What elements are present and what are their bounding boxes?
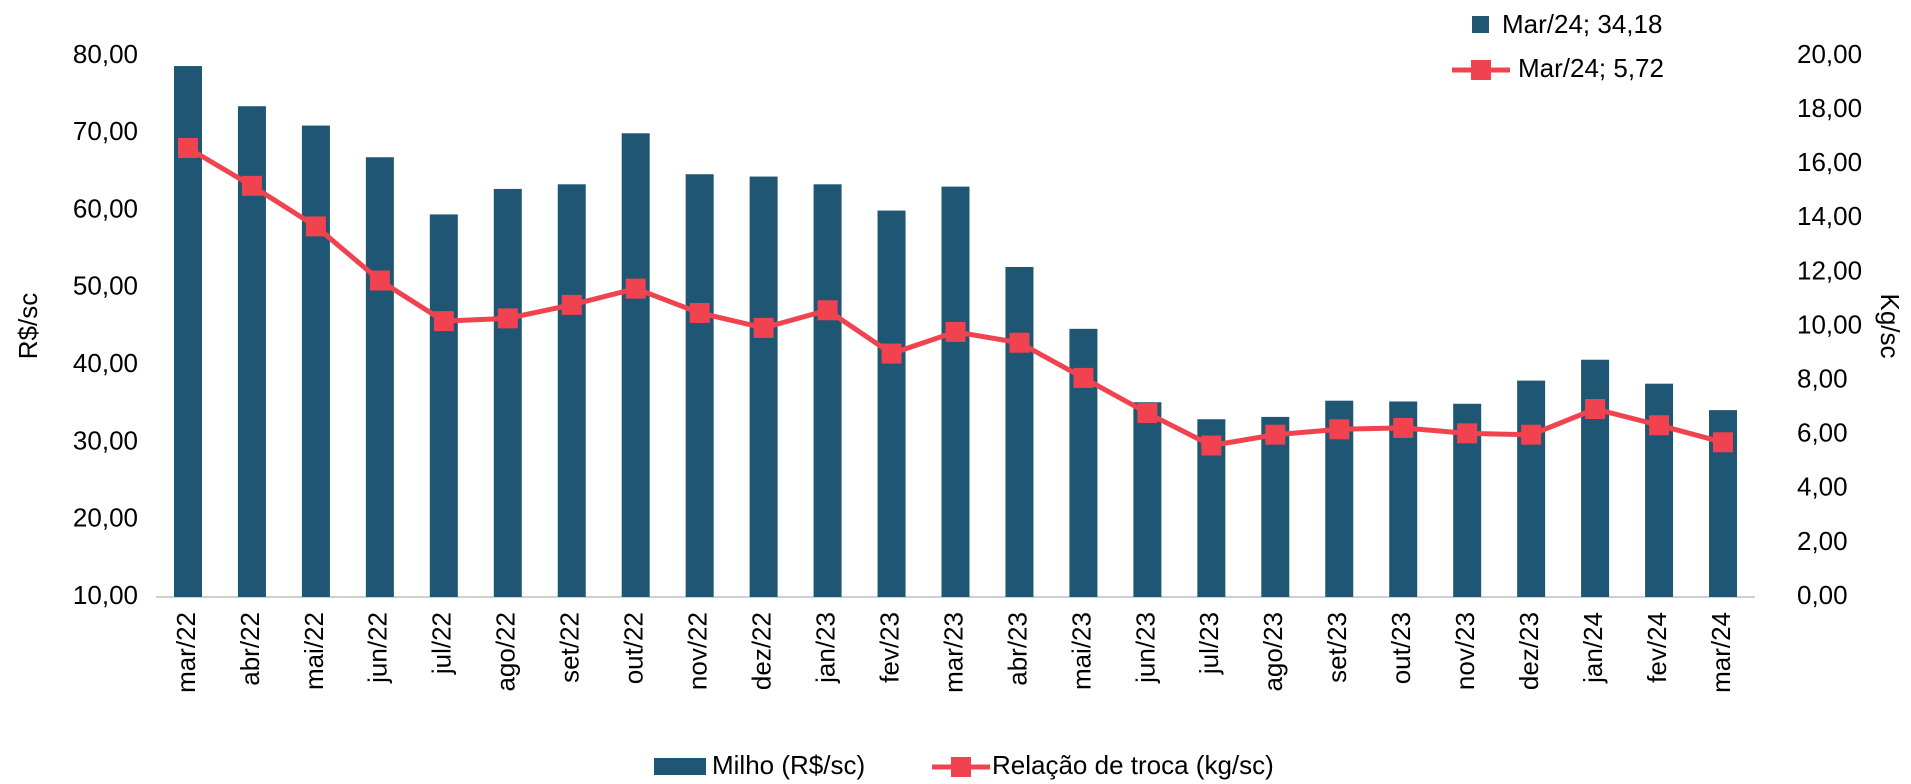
x-tick-label: ago/23 — [1258, 612, 1288, 692]
y-tick-label: 60,00 — [73, 193, 138, 223]
marker — [1649, 415, 1670, 436]
y2-tick-label: 12,00 — [1797, 255, 1862, 285]
marker — [1521, 424, 1542, 445]
x-tick-label: jul/23 — [1194, 612, 1224, 675]
annotation-swatch — [1471, 60, 1491, 80]
legend-swatch — [654, 758, 706, 775]
y-tick-label: 80,00 — [73, 39, 138, 69]
y2-tick-label: 4,00 — [1797, 472, 1848, 502]
legend-swatch — [951, 757, 971, 777]
bar — [557, 184, 586, 597]
marker — [1137, 403, 1158, 424]
bar — [1261, 416, 1290, 597]
x-tick-label: abr/23 — [1002, 612, 1032, 686]
marker — [305, 216, 326, 237]
marker — [817, 300, 838, 321]
bar — [877, 210, 906, 598]
x-tick-label: fev/23 — [874, 612, 904, 683]
x-tick-label: out/22 — [619, 612, 649, 684]
legend-label: Relação de troca (kg/sc) — [992, 750, 1274, 780]
annotation: Mar/24; 34,18 — [1502, 9, 1662, 39]
x-tick-label: jan/24 — [1578, 612, 1608, 684]
bar — [365, 157, 394, 597]
y2-tick-label: 10,00 — [1797, 309, 1862, 339]
bar — [1517, 380, 1546, 597]
marker — [1009, 332, 1030, 353]
annotation: Mar/24; 5,72 — [1518, 53, 1664, 83]
x-tick-label: nov/23 — [1450, 612, 1480, 690]
marker — [1393, 417, 1414, 438]
annotation-swatch — [1472, 16, 1489, 33]
marker — [1585, 399, 1606, 420]
x-tick-label: set/22 — [555, 612, 585, 683]
y-axis-title: R$/sc — [13, 293, 43, 359]
legend-label: Milho (R$/sc) — [712, 750, 865, 780]
x-tick-label: abr/22 — [235, 612, 265, 686]
bar — [813, 184, 842, 597]
marker — [689, 302, 710, 323]
x-tick-label: dez/22 — [746, 612, 776, 690]
x-tick-label: mar/23 — [938, 612, 968, 693]
y-tick-label: 40,00 — [73, 348, 138, 378]
y2-tick-label: 14,00 — [1797, 201, 1862, 231]
x-tick-label: fev/24 — [1642, 612, 1672, 683]
marker — [1329, 419, 1350, 440]
y2-tick-label: 6,00 — [1797, 418, 1848, 448]
y2-tick-label: 18,00 — [1797, 93, 1862, 123]
x-tick-label: jun/23 — [1130, 612, 1160, 684]
x-tick-label: mai/22 — [299, 612, 329, 690]
x-tick-label: dez/23 — [1514, 612, 1544, 690]
bar — [1005, 266, 1034, 597]
marker — [1073, 367, 1094, 388]
bar — [621, 133, 650, 598]
marker — [433, 311, 454, 332]
bar — [493, 188, 522, 597]
x-tick-label: mar/24 — [1706, 612, 1736, 693]
x-tick-label: jun/22 — [363, 612, 393, 684]
y-tick-label: 30,00 — [73, 425, 138, 455]
x-tick-label: jan/23 — [810, 612, 840, 684]
marker — [1201, 435, 1222, 456]
x-tick-label: set/23 — [1322, 612, 1352, 683]
bar — [301, 125, 330, 598]
bar — [429, 214, 458, 597]
bar — [941, 186, 970, 597]
bar — [1133, 402, 1162, 597]
x-tick-label: jul/22 — [427, 612, 457, 675]
y2-axis-title: Kg/sc — [1875, 293, 1905, 358]
y-tick-label: 50,00 — [73, 271, 138, 301]
x-tick-label: nov/22 — [683, 612, 713, 690]
x-tick-label: mai/23 — [1066, 612, 1096, 690]
marker — [945, 321, 966, 342]
y2-tick-label: 16,00 — [1797, 147, 1862, 177]
marker — [1457, 423, 1478, 444]
marker — [1713, 432, 1734, 453]
marker — [177, 137, 198, 158]
x-tick-label: mar/22 — [171, 612, 201, 693]
marker — [241, 175, 262, 196]
marker — [625, 278, 646, 299]
marker — [497, 308, 518, 329]
x-tick-label: ago/22 — [491, 612, 521, 692]
y2-tick-label: 0,00 — [1797, 580, 1848, 610]
marker — [1265, 424, 1286, 445]
x-tick-label: out/23 — [1386, 612, 1416, 684]
y-tick-label: 10,00 — [73, 580, 138, 610]
bar — [685, 174, 714, 598]
y2-tick-label: 2,00 — [1797, 526, 1848, 556]
y-tick-label: 20,00 — [73, 503, 138, 533]
bar — [1581, 359, 1610, 597]
marker — [753, 317, 774, 338]
marker — [369, 270, 390, 291]
marker — [881, 343, 902, 364]
y-tick-label: 70,00 — [73, 116, 138, 146]
bar — [749, 176, 778, 597]
y2-tick-label: 20,00 — [1797, 39, 1862, 69]
y2-tick-label: 8,00 — [1797, 363, 1848, 393]
marker — [561, 294, 582, 315]
